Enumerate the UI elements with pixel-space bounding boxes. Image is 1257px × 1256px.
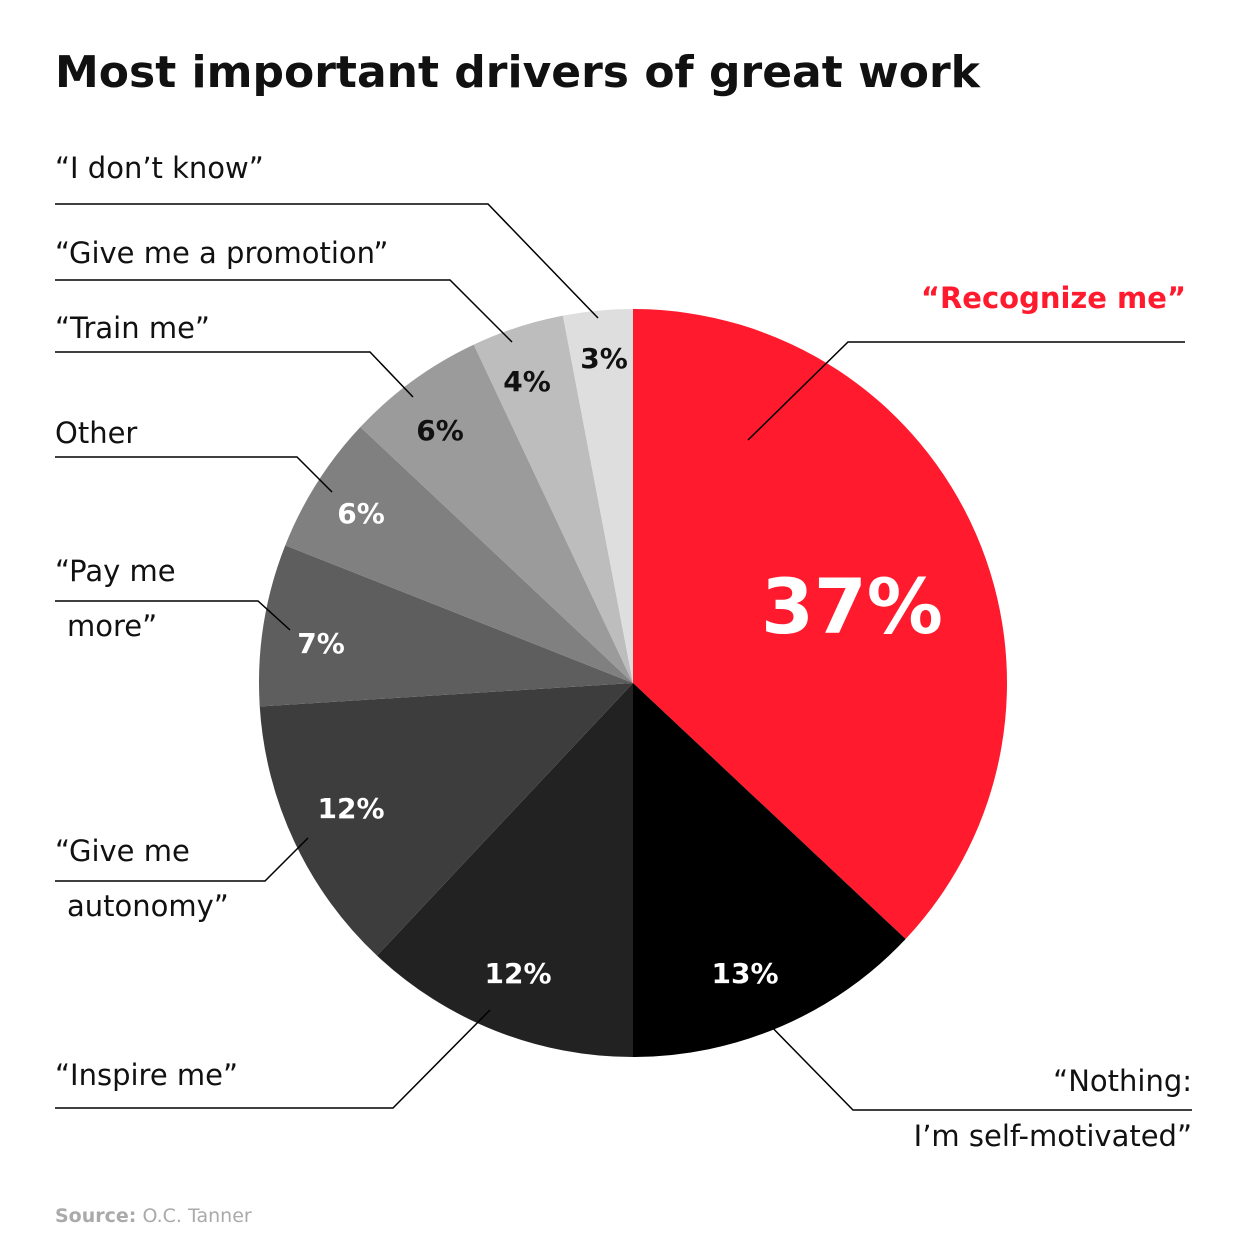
leader-line <box>55 279 513 343</box>
category-label: “Recognize me” <box>921 281 1186 315</box>
leader-line <box>55 203 599 319</box>
leader-line <box>55 1009 491 1109</box>
chart-title: Most important drivers of great work <box>55 47 982 98</box>
value-label: 7% <box>297 627 345 660</box>
leader-line <box>55 351 414 398</box>
value-label: 6% <box>337 497 385 530</box>
pie-slice <box>360 344 633 683</box>
value-label: 4% <box>503 365 551 398</box>
source: Source: O.C. Tanner <box>55 1205 252 1227</box>
category-label: “Give me autonomy” <box>55 834 229 923</box>
value-label: 37% <box>761 562 943 651</box>
pie-slice <box>633 683 906 1057</box>
value-label: 13% <box>711 957 778 990</box>
pie-slice <box>562 309 633 683</box>
value-label: 6% <box>416 414 464 447</box>
category-label: “I don’t know” <box>55 151 264 185</box>
pie-slice <box>285 426 633 683</box>
source-label: Source: <box>55 1205 136 1227</box>
value-label: 3% <box>580 342 628 375</box>
pie-slice <box>633 309 1008 940</box>
category-label: Other <box>55 416 137 450</box>
category-label: “Pay me more” <box>55 554 176 643</box>
value-label: 12% <box>484 957 551 990</box>
category-label: “Give me a promotion” <box>55 236 388 270</box>
category-label: “Nothing: I’m self-motivated” <box>914 1064 1192 1153</box>
source-text: O.C. Tanner <box>142 1205 251 1227</box>
category-label: “Inspire me” <box>55 1058 238 1092</box>
leader-line <box>756 1011 1192 1111</box>
leader-line <box>55 456 333 493</box>
leader-line <box>747 341 1185 441</box>
value-label: 12% <box>317 792 384 825</box>
pie-slice <box>376 683 633 1057</box>
pie-slice <box>259 683 633 956</box>
pie-slice <box>473 315 633 683</box>
leader-line <box>55 837 309 882</box>
leader-line <box>55 600 291 631</box>
category-label: “Train me” <box>55 311 210 345</box>
pie-slice <box>259 545 633 707</box>
